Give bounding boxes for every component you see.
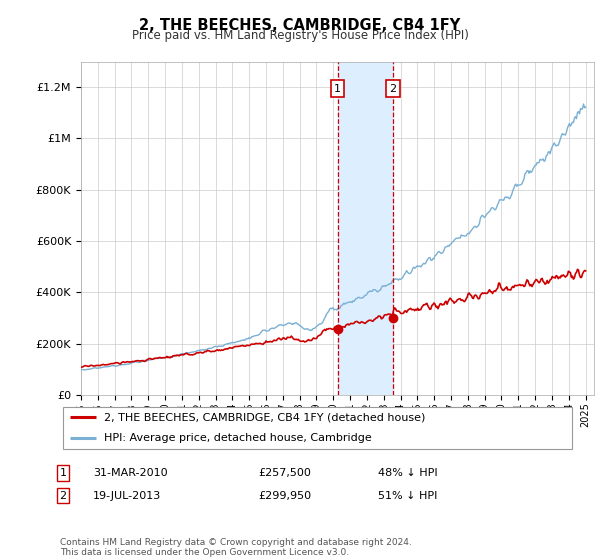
Text: HPI: Average price, detached house, Cambridge: HPI: Average price, detached house, Camb… bbox=[104, 433, 371, 444]
Text: Price paid vs. HM Land Registry's House Price Index (HPI): Price paid vs. HM Land Registry's House … bbox=[131, 29, 469, 42]
Text: 31-MAR-2010: 31-MAR-2010 bbox=[93, 468, 167, 478]
Text: 2, THE BEECHES, CAMBRIDGE, CB4 1FY: 2, THE BEECHES, CAMBRIDGE, CB4 1FY bbox=[139, 18, 461, 33]
FancyBboxPatch shape bbox=[62, 407, 572, 449]
Text: 1: 1 bbox=[334, 83, 341, 94]
Text: 48% ↓ HPI: 48% ↓ HPI bbox=[378, 468, 437, 478]
Text: 19-JUL-2013: 19-JUL-2013 bbox=[93, 491, 161, 501]
Text: 2: 2 bbox=[389, 83, 397, 94]
Text: Contains HM Land Registry data © Crown copyright and database right 2024.
This d: Contains HM Land Registry data © Crown c… bbox=[60, 538, 412, 557]
Text: £299,950: £299,950 bbox=[258, 491, 311, 501]
Text: 2, THE BEECHES, CAMBRIDGE, CB4 1FY (detached house): 2, THE BEECHES, CAMBRIDGE, CB4 1FY (deta… bbox=[104, 412, 425, 422]
Text: 51% ↓ HPI: 51% ↓ HPI bbox=[378, 491, 437, 501]
Text: £257,500: £257,500 bbox=[258, 468, 311, 478]
Bar bbox=[337, 62, 393, 395]
Text: 2: 2 bbox=[59, 491, 67, 501]
Text: 1: 1 bbox=[59, 468, 67, 478]
